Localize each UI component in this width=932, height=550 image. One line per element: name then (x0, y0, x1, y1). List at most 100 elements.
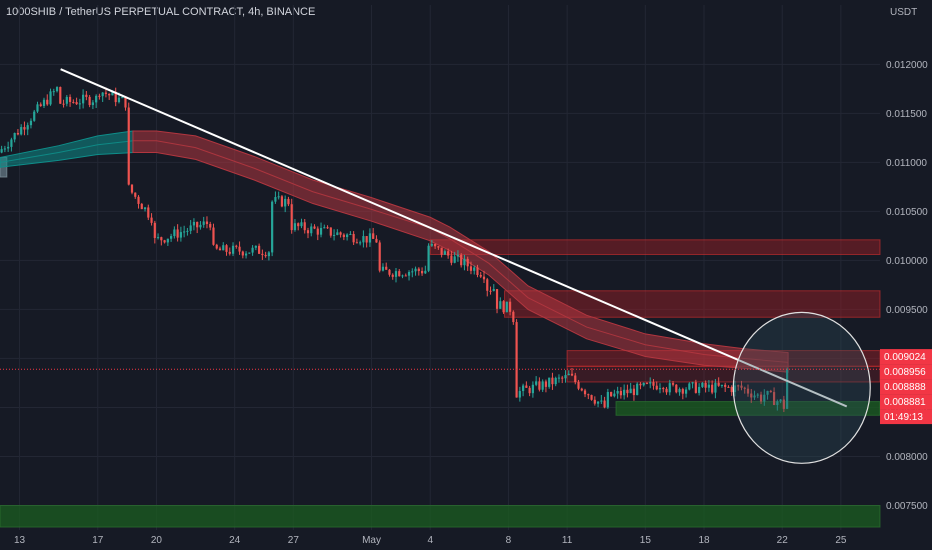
candle-body (88, 96, 91, 106)
candle-body (300, 222, 303, 227)
candle-body (365, 236, 368, 243)
candle-body (619, 390, 622, 396)
candle-body (160, 237, 163, 241)
currency-label: USDT (890, 7, 917, 18)
candle-body (192, 221, 196, 226)
time-tick-label: 24 (229, 535, 241, 546)
candle-body (117, 97, 121, 103)
candle-body (717, 382, 720, 386)
candle-body (681, 389, 684, 394)
candle-body (711, 384, 714, 393)
candle-body (189, 225, 192, 231)
candle-body (277, 196, 280, 198)
candle-body (603, 400, 606, 408)
candle-body (691, 382, 694, 384)
candle-body (554, 377, 557, 385)
candle-body (381, 266, 385, 271)
candle-body (596, 401, 600, 404)
candle-body (153, 222, 156, 238)
candle-body (538, 381, 541, 390)
price-tag (880, 394, 932, 410)
candle-body (316, 228, 319, 235)
candle-body (574, 375, 577, 383)
candle-body (590, 395, 593, 400)
price-tag-label: 0.009024 (884, 352, 926, 363)
candle-body (130, 184, 134, 193)
candle-body (463, 258, 466, 266)
candle-body (437, 246, 440, 248)
time-tick-label: 13 (14, 535, 26, 546)
candle-body (297, 223, 300, 227)
candle-body (460, 254, 463, 266)
candle-body (143, 207, 147, 210)
candle-body (698, 386, 701, 393)
candle-body (264, 254, 267, 257)
candle-body (642, 382, 645, 386)
candle-body (319, 227, 323, 235)
price-tick-label: 0.008000 (886, 452, 928, 463)
candle-body (173, 229, 176, 237)
candle-body (528, 387, 531, 394)
time-tick-label: 17 (92, 535, 104, 546)
candle-body (16, 132, 20, 135)
candle-body (274, 197, 277, 202)
candle-body (95, 95, 98, 103)
candle-body (759, 394, 763, 402)
candle-body (394, 271, 398, 277)
candle-body (261, 253, 264, 255)
candle-body (199, 224, 202, 228)
candle-body (776, 401, 779, 405)
price-tick-label: 0.009500 (886, 305, 928, 316)
candle-body (62, 103, 65, 105)
candle-body (39, 104, 42, 106)
price-tick-label: 0.010000 (886, 256, 928, 267)
candle-body (176, 229, 179, 238)
candle-body (332, 234, 336, 236)
candle-body (743, 387, 746, 389)
candle-body (147, 207, 150, 218)
candle-body (707, 384, 710, 388)
candle-body (688, 383, 691, 390)
candle-body (720, 384, 724, 386)
candle-body (535, 381, 538, 385)
time-axis: 13 17 20 24 27 May 4 8 11 15 18 22 25 (14, 535, 847, 546)
candle-body (730, 387, 733, 393)
time-tick-label: 20 (151, 535, 163, 546)
candle-body (515, 322, 518, 398)
price-tags: 0.009024 0.008956 0.008888 0.008881 01:49:13 (880, 349, 932, 425)
candle-body (508, 301, 512, 312)
candle-body (420, 271, 424, 274)
price-tag-label: 01:49:13 (884, 412, 923, 423)
candle-body (401, 275, 404, 277)
candle-body (375, 238, 378, 243)
candle-body (541, 381, 544, 390)
candle-body (662, 388, 665, 390)
candle-body (525, 385, 528, 388)
candle-body (750, 393, 753, 398)
candle-body (46, 99, 49, 105)
candle-body (359, 242, 362, 244)
candle-body (339, 232, 342, 235)
price-tick-label: 0.011000 (886, 158, 927, 169)
zone-resistance (429, 239, 881, 256)
candle-body (443, 251, 446, 255)
time-tick-label: 15 (640, 535, 652, 546)
grid (0, 5, 880, 530)
candle-body (114, 91, 117, 103)
candle-body (179, 232, 182, 238)
candle-body (205, 221, 209, 225)
candle-body (570, 373, 574, 376)
candle-body (456, 254, 460, 257)
price-tick-label: 0.011500 (886, 109, 927, 120)
candle-body (254, 245, 257, 248)
candle-body (486, 279, 489, 291)
candle-body (137, 196, 140, 204)
candle-body (163, 240, 166, 243)
candle-body (238, 246, 241, 252)
candle-body (632, 388, 636, 396)
candle-body (430, 244, 433, 246)
candle-body (492, 289, 495, 291)
candle-body (587, 394, 590, 396)
candle-body (134, 192, 137, 197)
